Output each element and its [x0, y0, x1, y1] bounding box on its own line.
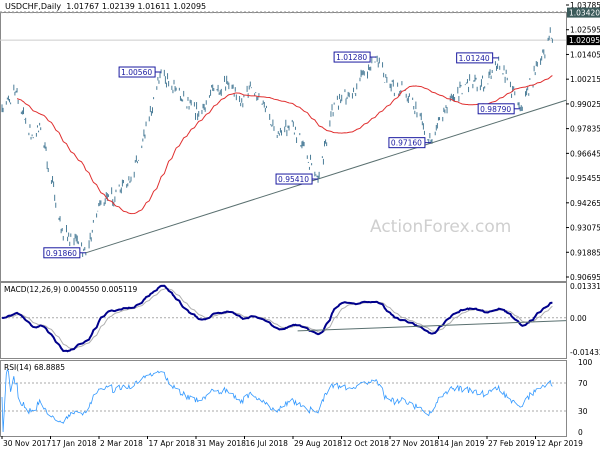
y-tick-label: 0.97835: [570, 125, 600, 134]
y-tick-label: 1.00215: [570, 75, 600, 84]
rsi-tick-label: 100: [578, 358, 593, 367]
x-tick-label: 17 Jan 2018: [52, 439, 97, 448]
x-tick-label: 12 Oct 2018: [343, 439, 390, 448]
annotation-label: 1.01240: [459, 54, 490, 63]
ohlc-readout: 1.01767 1.02139 1.01611 1.02095: [66, 2, 207, 11]
annotation-label: 0.97160: [391, 139, 422, 148]
watermark: ActionForex.com: [370, 217, 511, 237]
macd-signal-line: [1, 288, 553, 350]
annotation-label: 0.98790: [480, 105, 511, 114]
macd-line: [1, 284, 553, 353]
x-tick-label: 16 Jul 2018: [246, 439, 289, 448]
rsi-title: RSI(14) 68.8885: [4, 363, 65, 372]
support-trendline: [85, 99, 567, 254]
macd-tick-label: 0.00: [570, 314, 587, 323]
x-tick-label: 30 Nov 2017: [3, 439, 51, 448]
y-tick-label: 0.94265: [570, 199, 600, 208]
level-tag-label: 1.03420: [569, 9, 600, 18]
annotation-label: 0.95410: [278, 175, 309, 184]
annotation-box: [118, 66, 156, 78]
x-tick-label: 17 Apr 2018: [149, 439, 196, 448]
annotation-label: 1.00560: [121, 68, 152, 77]
y-tick-label: 0.90695: [570, 273, 600, 282]
panel-frame-2: [0, 360, 567, 437]
macd-title: MACD(12,26,9) 0.004550 0.005119: [4, 285, 138, 294]
y-tick-label: 0.96645: [570, 149, 600, 158]
x-tick-label: 27 Nov 2018: [391, 439, 439, 448]
current-price-label: 1.02095: [569, 36, 600, 45]
annotation-label: 0.91860: [46, 249, 77, 258]
x-tick-label: 14 Jan 2019: [440, 439, 485, 448]
x-tick-label: 31 May 2018: [197, 439, 246, 448]
macd-trendline: [297, 320, 567, 332]
macd-tick-label: 0.013319: [570, 282, 600, 291]
annotation-box: [43, 247, 81, 259]
rsi-tick-label: 0: [578, 428, 583, 437]
x-tick-label: 2 Mar 2018: [100, 439, 143, 448]
x-tick-label: 27 Feb 2019: [488, 439, 535, 448]
moving-average-line: [16, 75, 553, 215]
annotation-box: [388, 137, 426, 149]
x-tick-label: 29 Aug 2018: [294, 439, 342, 448]
panel-frame-1: [0, 282, 567, 359]
rsi-line: [1, 368, 553, 433]
y-tick-label: 0.95455: [570, 174, 600, 183]
y-tick-label: 0.93075: [570, 224, 600, 233]
level-tag: [567, 7, 600, 18]
y-tick-label: 0.99025: [570, 100, 600, 109]
macd-tick-label: -0.014323: [570, 348, 600, 357]
annotation-label: 1.01280: [336, 53, 367, 62]
y-tick-label: 1.03785: [570, 1, 600, 10]
rsi-tick-label: 30: [578, 407, 588, 416]
y-tick-label: 0.91885: [570, 248, 600, 257]
x-tick-label: 12 Apr 2019: [537, 439, 584, 448]
annotation-box: [456, 52, 494, 64]
current-price-tag: [567, 35, 600, 46]
annotation-box: [333, 51, 371, 63]
annotation-box: [275, 173, 313, 185]
rsi-tick-label: 70: [578, 379, 588, 388]
chart-header: USDCHF,Daily 1.01767 1.02139 1.01611 1.0…: [5, 2, 206, 11]
y-tick-label: 1.02595: [570, 26, 600, 35]
symbol-label: USDCHF,Daily: [5, 2, 62, 11]
annotation-box: [477, 103, 515, 115]
y-tick-label: 1.01405: [570, 50, 600, 59]
